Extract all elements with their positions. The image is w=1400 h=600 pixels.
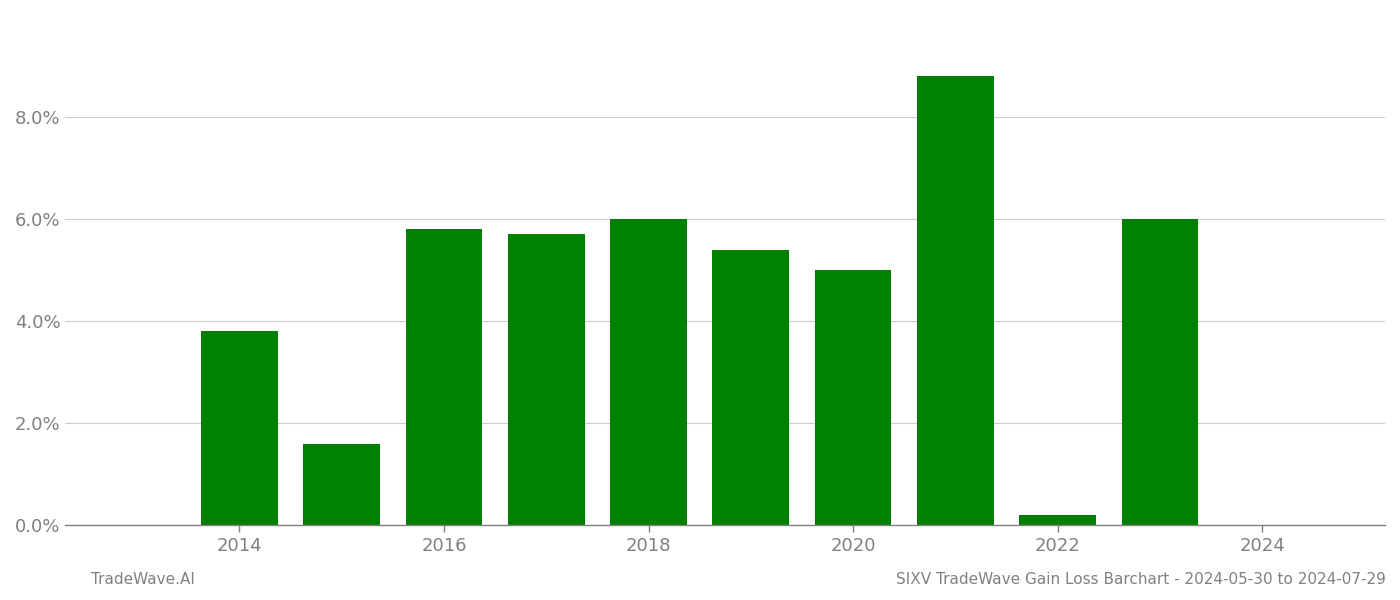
Text: SIXV TradeWave Gain Loss Barchart - 2024-05-30 to 2024-07-29: SIXV TradeWave Gain Loss Barchart - 2024…: [896, 572, 1386, 587]
Bar: [202, 331, 277, 525]
Bar: [1121, 219, 1198, 525]
Bar: [713, 250, 790, 525]
Bar: [1019, 515, 1096, 525]
Text: TradeWave.AI: TradeWave.AI: [91, 572, 195, 587]
Bar: [917, 76, 994, 525]
Bar: [406, 229, 483, 525]
Bar: [304, 443, 379, 525]
Bar: [508, 235, 585, 525]
Bar: [610, 219, 687, 525]
Bar: [815, 270, 892, 525]
